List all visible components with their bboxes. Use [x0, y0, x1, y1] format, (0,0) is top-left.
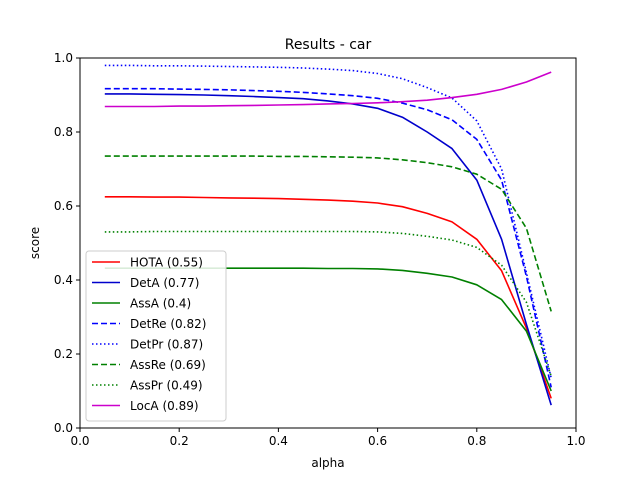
legend-label-1: DetA (0.77) [130, 276, 199, 290]
series-line-0 [104, 196, 552, 399]
legend-label-5: AssRe (0.69) [130, 358, 206, 372]
x-tick-label: 0.4 [269, 434, 288, 448]
series-line-1 [104, 93, 552, 406]
y-axis-ticks: 0.0 0.2 0.4 0.6 0.8 1.0 [54, 51, 80, 435]
y-tick-label: 0.6 [54, 199, 73, 213]
x-tick-label: 1.0 [566, 434, 585, 448]
legend-box [85, 250, 227, 422]
series-line-7 [104, 71, 552, 108]
series-line-5 [104, 155, 552, 312]
x-axis-ticks: 0.0 0.2 0.4 0.6 0.8 1.0 [70, 428, 586, 448]
legend-label-3: DetRe (0.82) [130, 317, 206, 331]
y-tick-label: 0.2 [54, 347, 73, 361]
y-tick-label: 0.0 [54, 421, 73, 435]
legend-label-4: DetPr (0.87) [130, 338, 203, 352]
plot-frame [79, 57, 577, 429]
x-tick-label: 0.2 [170, 434, 189, 448]
legend-label-7: LocA (0.89) [130, 399, 199, 413]
x-tick-label: 0.0 [70, 434, 89, 448]
y-tick-label: 0.4 [54, 273, 73, 287]
legend-label-2: AssA (0.4) [130, 297, 191, 311]
legend-label-0: HOTA (0.55) [130, 256, 203, 270]
legend-label-6: AssPr (0.49) [130, 379, 203, 393]
x-axis-label: alpha [311, 456, 344, 470]
legend: HOTA (0.55) DetA (0.77) AssA (0.4) DetRe (0… [85, 250, 227, 422]
series-line-3 [104, 87, 552, 388]
y-tick-label: 0.8 [54, 125, 73, 139]
series-line-4 [104, 64, 552, 379]
y-axis-label: score [28, 227, 42, 259]
chart-title: Results - car [285, 37, 372, 53]
x-tick-label: 0.6 [368, 434, 387, 448]
y-tick-label: 1.0 [54, 51, 73, 65]
x-tick-label: 0.8 [467, 434, 486, 448]
